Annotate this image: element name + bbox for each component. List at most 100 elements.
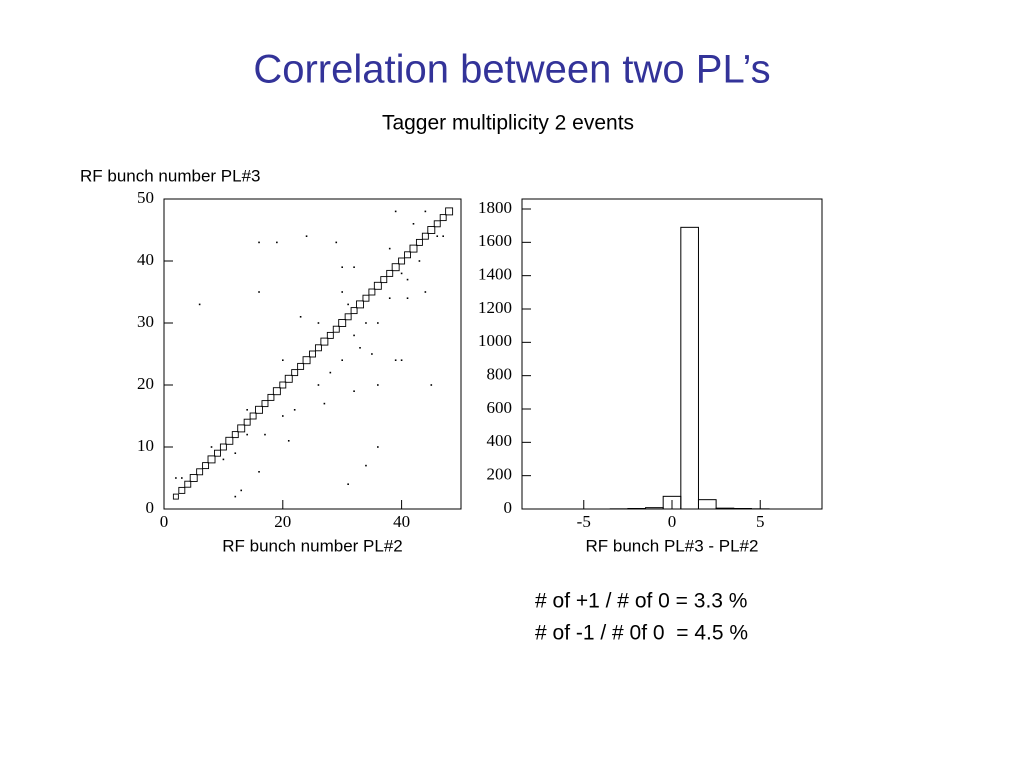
bar (680, 226, 699, 510)
point (210, 446, 213, 448)
point (415, 238, 423, 246)
point (243, 418, 251, 426)
point (350, 307, 358, 315)
y-tick-label: 1600 (478, 231, 512, 250)
y-tick-label: 600 (487, 398, 513, 417)
point (234, 452, 237, 454)
point (317, 384, 320, 386)
point (356, 300, 364, 309)
x-axis-label: RF bunch number PL#2 (222, 536, 403, 555)
point (335, 241, 338, 244)
y-tick-label: 30 (137, 312, 154, 331)
bar (733, 508, 752, 510)
point (249, 412, 257, 420)
point (317, 322, 320, 324)
point (246, 409, 248, 411)
point (394, 359, 397, 361)
point (299, 316, 302, 318)
point (282, 415, 284, 417)
point (172, 493, 179, 500)
point (305, 235, 308, 237)
point (418, 260, 421, 262)
point (377, 446, 379, 448)
point (427, 226, 436, 234)
point (198, 303, 201, 306)
point (293, 409, 296, 411)
y-tick-label: 0 (504, 498, 513, 517)
point (258, 291, 260, 293)
point (400, 272, 403, 275)
note: # of -1 / # 0f 0 = 4.5 % (535, 622, 748, 645)
bar (627, 508, 647, 510)
point (214, 449, 221, 457)
point (412, 223, 415, 225)
point (320, 337, 329, 346)
point (258, 241, 260, 244)
point (406, 297, 409, 299)
y-tick-label: 1800 (478, 198, 512, 217)
point (178, 486, 186, 494)
x-tick-label: 0 (668, 512, 677, 531)
x-tick-label: 40 (393, 512, 410, 531)
y-tick-label: 800 (487, 365, 513, 384)
point (267, 393, 275, 401)
point (175, 477, 177, 479)
point (391, 263, 400, 272)
point (287, 440, 290, 442)
point (424, 291, 427, 293)
point (225, 436, 234, 445)
y-tick-label: 0 (146, 498, 155, 517)
y-tick-label: 1000 (478, 331, 512, 350)
plot-frame (163, 198, 462, 510)
bar (715, 507, 735, 510)
bar (645, 507, 664, 510)
point (261, 400, 269, 408)
point (282, 359, 284, 361)
y-tick-label: 50 (137, 188, 154, 207)
point (231, 431, 239, 439)
y-tick-label: 1200 (478, 298, 512, 317)
y-tick-label: 1400 (478, 265, 512, 284)
y-tick-label: 10 (137, 436, 154, 455)
point (386, 269, 394, 277)
point (329, 371, 332, 374)
point (276, 241, 278, 244)
point (341, 291, 343, 293)
point (398, 257, 406, 265)
point (347, 303, 349, 306)
point (362, 294, 370, 302)
point (353, 266, 355, 268)
bar (697, 499, 717, 510)
point (219, 443, 227, 451)
point (338, 319, 347, 327)
point (202, 462, 210, 470)
point (377, 384, 379, 386)
x-tick-label: 0 (160, 512, 169, 531)
point (368, 288, 376, 296)
point (222, 458, 225, 461)
point (240, 489, 243, 492)
y-tick-label: 20 (137, 374, 154, 393)
x-tick-label: 20 (274, 512, 291, 531)
point (246, 433, 248, 436)
y-axis-label: RF bunch number PL#3 (80, 166, 261, 185)
point (424, 210, 427, 213)
point (314, 344, 322, 352)
point (279, 381, 287, 389)
point (353, 390, 355, 392)
point (323, 402, 326, 405)
point (347, 483, 349, 485)
slide-title: Correlation between two PL’s (253, 48, 770, 92)
point (445, 207, 454, 216)
point (430, 384, 433, 386)
point (353, 334, 355, 337)
point (326, 331, 334, 339)
point (388, 297, 391, 299)
point (207, 455, 216, 464)
y-tick-label: 40 (137, 250, 154, 269)
point (409, 244, 418, 253)
point (258, 471, 260, 473)
x-tick-label: -5 (577, 512, 591, 531)
x-tick-label: 5 (756, 512, 765, 531)
